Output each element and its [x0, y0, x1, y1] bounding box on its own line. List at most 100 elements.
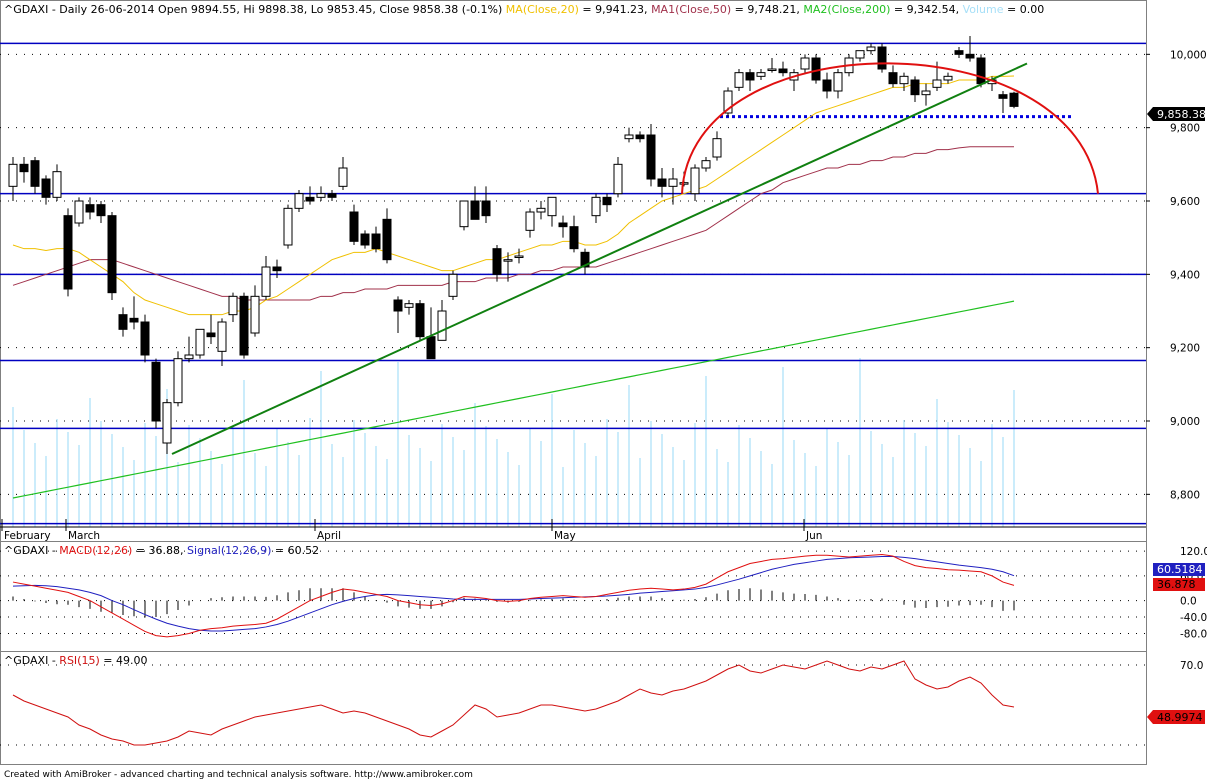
candle-body — [481, 200, 491, 217]
price-tick-label: 10,000 — [1170, 49, 1207, 61]
candle-body — [228, 295, 238, 316]
macd-axis: 120.060.00.0-40.0-80.0 — [1180, 546, 1207, 640]
price-tick-label: 9,600 — [1170, 196, 1200, 208]
candle-body — [338, 167, 348, 187]
candle-body — [569, 226, 579, 250]
month-label: May — [554, 530, 576, 542]
candle-body — [294, 193, 304, 209]
ma200-value: = 9,342.54, — [894, 3, 959, 16]
rsi-gridlines — [0, 664, 1146, 746]
candle-body — [514, 255, 524, 258]
ma20-value: = 9,941.23, — [582, 3, 647, 16]
candle-body — [162, 402, 172, 444]
candle-body — [976, 57, 986, 85]
candle-body — [426, 336, 436, 360]
ma200-line — [12, 300, 1015, 499]
candle-body — [668, 178, 678, 187]
signal-label: Signal(12,26,9) — [187, 544, 271, 557]
candlesticks — [8, 36, 1019, 454]
macd-header: ^GDAXI - MACD(12,26) = 36.88, Signal(12,… — [4, 544, 319, 557]
drawings — [171, 62, 1099, 455]
panel-frames — [0, 0, 1147, 765]
ma200-label: MA2(Close,200) — [803, 3, 890, 16]
rsi-line — [12, 660, 1015, 746]
candle-body — [591, 196, 601, 217]
rsi-axis: 70.0 — [1180, 660, 1203, 672]
candle-body — [404, 303, 414, 308]
candle-body — [855, 50, 865, 59]
ma50-line — [12, 146, 1014, 301]
last-price-tag: 9,858.38 — [1147, 107, 1206, 121]
candle-body — [745, 72, 755, 81]
macd-tag: 36.878 — [1153, 578, 1205, 591]
candle-body — [1009, 92, 1019, 107]
price-axis: 10,000 9,800 9,600 9,400 9,200 9,000 8,800 — [1146, 49, 1207, 501]
signal-tag-value: 60.5184 — [1157, 563, 1203, 576]
candle-body — [393, 299, 403, 312]
candle-body — [756, 72, 766, 77]
volume-label: Volume — [963, 3, 1004, 16]
candle-body — [503, 259, 513, 262]
candle-body — [778, 68, 788, 74]
candle-body — [954, 50, 964, 55]
macd-tag-value: 36.878 — [1157, 578, 1196, 591]
ma50-label: MA1(Close,50) — [651, 3, 731, 16]
candle-body — [624, 134, 634, 140]
candle-body — [107, 215, 117, 294]
candle-body — [459, 200, 469, 228]
candle-body — [910, 79, 920, 96]
candle-body — [635, 134, 645, 140]
ma20-label: MA(Close,20) — [506, 3, 579, 16]
rsi-header: ^GDAXI - RSI(15) = 49.00 — [4, 654, 147, 667]
candle-body — [811, 57, 821, 81]
candle-body — [415, 303, 425, 338]
ma20-line — [12, 75, 1015, 316]
candle-body — [932, 79, 942, 88]
rsi-title: ^GDAXI - — [4, 654, 59, 667]
macd-tick-label: -40.0 — [1180, 612, 1207, 624]
candle-body — [690, 167, 700, 195]
candle-body — [866, 46, 876, 52]
candle-body — [118, 314, 128, 330]
macd-tick-label: -80.0 — [1180, 629, 1207, 641]
candle-body — [701, 160, 711, 169]
candle-body — [899, 75, 909, 85]
candle-body — [360, 233, 370, 246]
price-tick-label: 9,000 — [1170, 416, 1200, 428]
rsi-line — [12, 660, 1015, 746]
moving-averages — [12, 75, 1015, 499]
candle-body — [261, 266, 271, 297]
candle-body — [316, 193, 326, 198]
rsi-label: RSI(15) — [59, 654, 99, 667]
candle-body — [734, 72, 744, 88]
candle-body — [525, 211, 535, 231]
price-header: ^GDAXI - Daily 26-06-2014 Open 9894.55, … — [4, 3, 1044, 16]
candle-body — [217, 321, 227, 352]
candle-body — [63, 215, 73, 290]
candle-body — [30, 160, 40, 187]
candle-body — [382, 218, 392, 261]
candle-body — [305, 196, 315, 202]
macd-lines — [12, 553, 1015, 638]
price-tick-label: 9,200 — [1170, 343, 1200, 355]
symbol-info: ^GDAXI - Daily 26-06-2014 Open 9894.55, … — [4, 3, 502, 16]
horizontal-levels — [0, 42, 1146, 525]
candle-body — [437, 310, 447, 341]
candle-body — [19, 163, 29, 173]
macd-tick-label: 0.0 — [1180, 596, 1197, 608]
candle-body — [822, 79, 832, 92]
price-tick-label: 9,400 — [1170, 269, 1200, 281]
last-price-value: 9,858.38 — [1157, 108, 1206, 121]
month-axis: February March April May Jun — [0, 519, 1146, 542]
signal-line — [12, 556, 1015, 632]
candle-body — [547, 196, 557, 217]
signal-value: = 60.52 — [275, 544, 319, 557]
candle-body — [723, 90, 733, 114]
candle-body — [173, 358, 183, 404]
candle-body — [613, 163, 623, 195]
candle-body — [877, 46, 887, 70]
candle-body — [833, 72, 843, 92]
candle-body — [52, 171, 62, 198]
candle-body — [998, 94, 1008, 99]
